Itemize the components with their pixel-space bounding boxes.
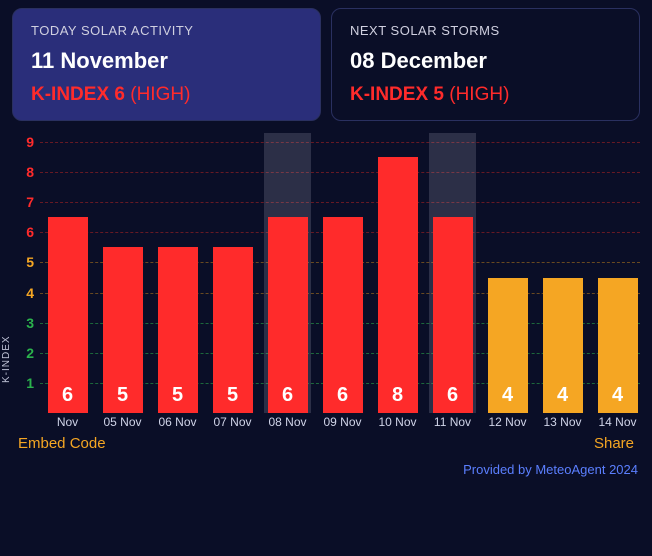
next-date: 08 December — [350, 48, 621, 74]
bar: 6 — [48, 217, 88, 413]
bar-slot[interactable]: 6 — [315, 133, 370, 413]
bar-slot[interactable]: 6 — [40, 133, 95, 413]
x-tick: 08 Nov — [260, 413, 315, 433]
today-kindex: K-INDEX 6 (HIGH) — [31, 84, 302, 106]
today-date: 11 November — [31, 48, 302, 74]
bar-value: 6 — [282, 384, 293, 407]
bar-value: 5 — [172, 384, 183, 407]
y-tick: 2 — [26, 345, 34, 361]
y-tick: 8 — [26, 164, 34, 180]
bar-slot[interactable]: 5 — [150, 133, 205, 413]
x-tick: 09 Nov — [315, 413, 370, 433]
yaxis-title: K-INDEX — [1, 335, 12, 383]
x-tick-labels: Nov05 Nov06 Nov07 Nov08 Nov09 Nov10 Nov1… — [40, 413, 640, 433]
summary-cards: TODAY SOLAR ACTIVITY 11 November K-INDEX… — [12, 8, 640, 121]
bar-slot[interactable]: 4 — [535, 133, 590, 413]
bar: 5 — [103, 247, 143, 413]
x-tick: 12 Nov — [480, 413, 535, 433]
bar-value: 5 — [117, 384, 128, 407]
y-tick: 7 — [26, 194, 34, 210]
x-tick: Nov — [40, 413, 95, 433]
bar: 6 — [323, 217, 363, 413]
y-tick: 9 — [26, 134, 34, 150]
today-card[interactable]: TODAY SOLAR ACTIVITY 11 November K-INDEX… — [12, 8, 321, 121]
y-tick: 1 — [26, 375, 34, 391]
y-tick: 4 — [26, 285, 34, 301]
bar-value: 8 — [392, 384, 403, 407]
plot-area: 65556686444 Nov05 Nov06 Nov07 Nov08 Nov0… — [40, 133, 640, 413]
today-label: TODAY SOLAR ACTIVITY — [31, 23, 302, 38]
bar-slot[interactable]: 8 — [370, 133, 425, 413]
bar-slot[interactable]: 5 — [95, 133, 150, 413]
next-label: NEXT SOLAR STORMS — [350, 23, 621, 38]
y-tick: 6 — [26, 224, 34, 240]
x-tick: 06 Nov — [150, 413, 205, 433]
bar: 4 — [598, 278, 638, 413]
kindex-chart: K-INDEX 123456789 65556686444 Nov05 Nov0… — [26, 133, 640, 413]
credit-text: Provided by MeteoAgent 2024 — [0, 458, 652, 481]
next-storm-card[interactable]: NEXT SOLAR STORMS 08 December K-INDEX 5 … — [331, 8, 640, 121]
x-tick: 11 Nov — [425, 413, 480, 433]
x-tick: 13 Nov — [535, 413, 590, 433]
bar-slot[interactable]: 6 — [260, 133, 315, 413]
bar: 8 — [378, 157, 418, 413]
x-tick: 05 Nov — [95, 413, 150, 433]
chart-scroll[interactable]: 6 5 5 5 6 6 8 6 4 4 4 Nov05 Nov06 Nov07 Nov08 Nov0… — [40, 133, 640, 448]
bar: 6 — [268, 217, 308, 413]
bar-value: 5 — [227, 384, 238, 407]
bar-slot[interactable]: 6 — [425, 133, 480, 413]
bar: 5 — [158, 247, 198, 413]
bar-value: 4 — [502, 384, 513, 407]
bar-value: 6 — [447, 384, 458, 407]
bar-slot[interactable]: 4 — [590, 133, 640, 413]
today-severity: (HIGH) — [130, 84, 190, 105]
next-severity: (HIGH) — [449, 84, 509, 105]
bar-value: 6 — [62, 384, 73, 407]
next-kindex-value: K-INDEX 5 — [350, 84, 444, 105]
x-tick: 14 Nov — [590, 413, 640, 433]
bar: 5 — [213, 247, 253, 413]
y-tick: 3 — [26, 315, 34, 331]
y-tick-labels: 1 2 3 4 5 6 7 8 9 — [20, 133, 34, 413]
bar: 4 — [488, 278, 528, 413]
bar: 4 — [543, 278, 583, 413]
y-tick: 5 — [26, 254, 34, 270]
bar-value: 4 — [612, 384, 623, 407]
x-tick: 10 Nov — [370, 413, 425, 433]
bars-container: 6 5 5 5 6 6 8 6 4 4 4 — [40, 133, 640, 413]
bar-value: 6 — [337, 384, 348, 407]
today-kindex-value: K-INDEX 6 — [31, 84, 125, 105]
bar: 6 — [433, 217, 473, 413]
bar-slot[interactable]: 4 — [480, 133, 535, 413]
next-kindex: K-INDEX 5 (HIGH) — [350, 84, 621, 106]
bar-value: 4 — [557, 384, 568, 407]
bar-slot[interactable]: 5 — [205, 133, 260, 413]
x-tick: 07 Nov — [205, 413, 260, 433]
